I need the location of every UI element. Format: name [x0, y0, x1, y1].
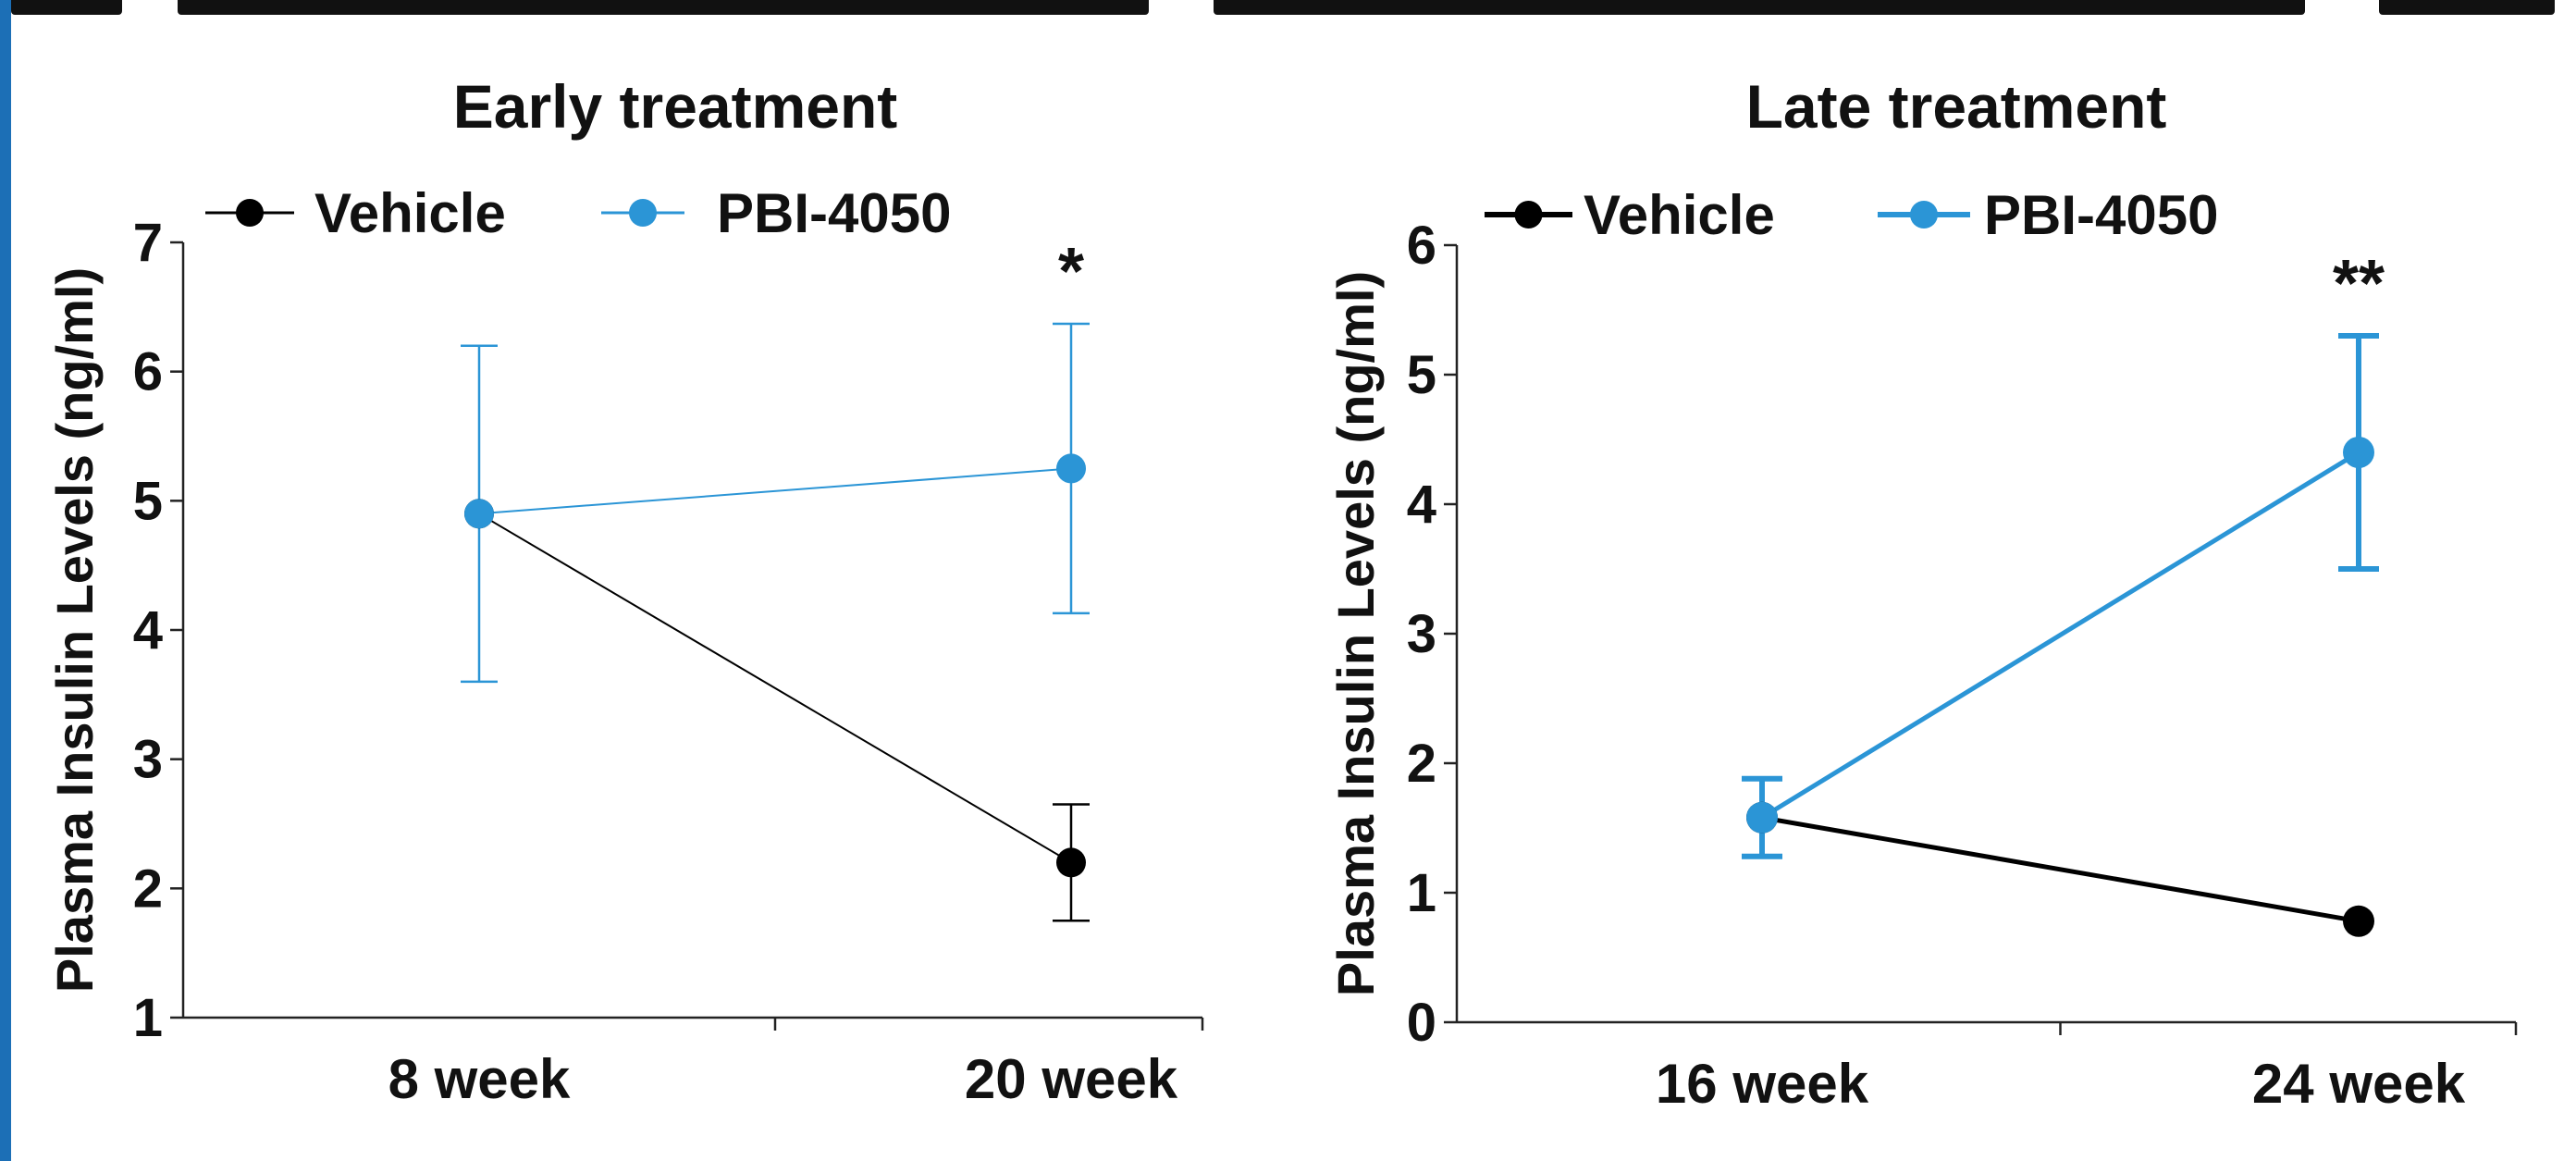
- y-axis-label: Plasma Insulin Levels (ng/ml): [45, 267, 104, 993]
- y-tick-label: 6: [133, 342, 163, 402]
- legend-label: PBI-4050: [717, 182, 951, 244]
- y-tick-label: 2: [133, 858, 163, 919]
- vehicle-data-point: [1056, 847, 1086, 878]
- y-tick-label: 1: [1407, 863, 1436, 923]
- y-tick-label: 3: [1407, 604, 1436, 664]
- chart-title: Late treatment: [1746, 72, 2167, 141]
- significance-marker: *: [1058, 235, 1084, 309]
- y-tick-label: 0: [1407, 993, 1436, 1053]
- legend-marker-pbi-4050: [1910, 201, 1938, 228]
- y-tick-label: 3: [133, 730, 163, 790]
- x-tick-label: 16 week: [1656, 1053, 1869, 1115]
- legend-marker-vehicle: [1514, 201, 1543, 228]
- pbi-4050-series-line: [478, 467, 1072, 515]
- y-tick-label: 7: [133, 213, 163, 273]
- y-tick-label: 2: [1407, 734, 1436, 794]
- legend-marker-pbi-4050: [629, 199, 657, 227]
- y-tick-label: 4: [1407, 475, 1436, 535]
- significance-marker: **: [2333, 247, 2385, 321]
- legend-label: Vehicle: [314, 182, 506, 244]
- y-tick-label: 1: [133, 988, 163, 1048]
- chart-panel-1: Early treatment Plasma Insulin Levels (ng…: [45, 72, 1204, 1110]
- x-tick-label: 24 week: [2252, 1053, 2466, 1115]
- pbi-4050-data-point: [2343, 437, 2374, 468]
- y-tick-label: 5: [1407, 345, 1436, 405]
- y-tick-label: 6: [1407, 216, 1436, 276]
- pbi-4050-series-line: [1760, 450, 2360, 820]
- y-tick-label: 4: [133, 600, 163, 661]
- y-tick-label: 5: [133, 471, 163, 531]
- legend-label: PBI-4050: [1984, 184, 2218, 246]
- legend-label: Vehicle: [1584, 184, 1775, 246]
- chart-panel-2: Late treatment Plasma Insulin Levels (ng/…: [1326, 72, 2518, 1115]
- vehicle-series-line: [478, 513, 1072, 864]
- chart-title: Early treatment: [453, 72, 898, 141]
- x-tick-label: 20 week: [965, 1048, 1178, 1110]
- y-axis-label: Plasma Insulin Levels (ng/ml): [1326, 271, 1385, 996]
- x-tick-label: 8 week: [388, 1048, 571, 1110]
- pbi-4050-data-point: [1056, 453, 1086, 484]
- pbi-4050-data-point: [464, 499, 494, 529]
- vehicle-data-point: [2343, 905, 2374, 937]
- left-frame-border: [0, 0, 11, 1161]
- legend-marker-vehicle: [236, 199, 264, 227]
- pbi-4050-data-point: [1746, 801, 1778, 834]
- cropped-caption-strip: [11, 0, 2576, 28]
- vehicle-series-line: [1761, 815, 2360, 924]
